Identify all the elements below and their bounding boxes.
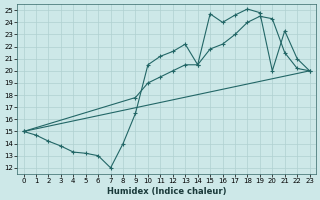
X-axis label: Humidex (Indice chaleur): Humidex (Indice chaleur) (107, 187, 226, 196)
